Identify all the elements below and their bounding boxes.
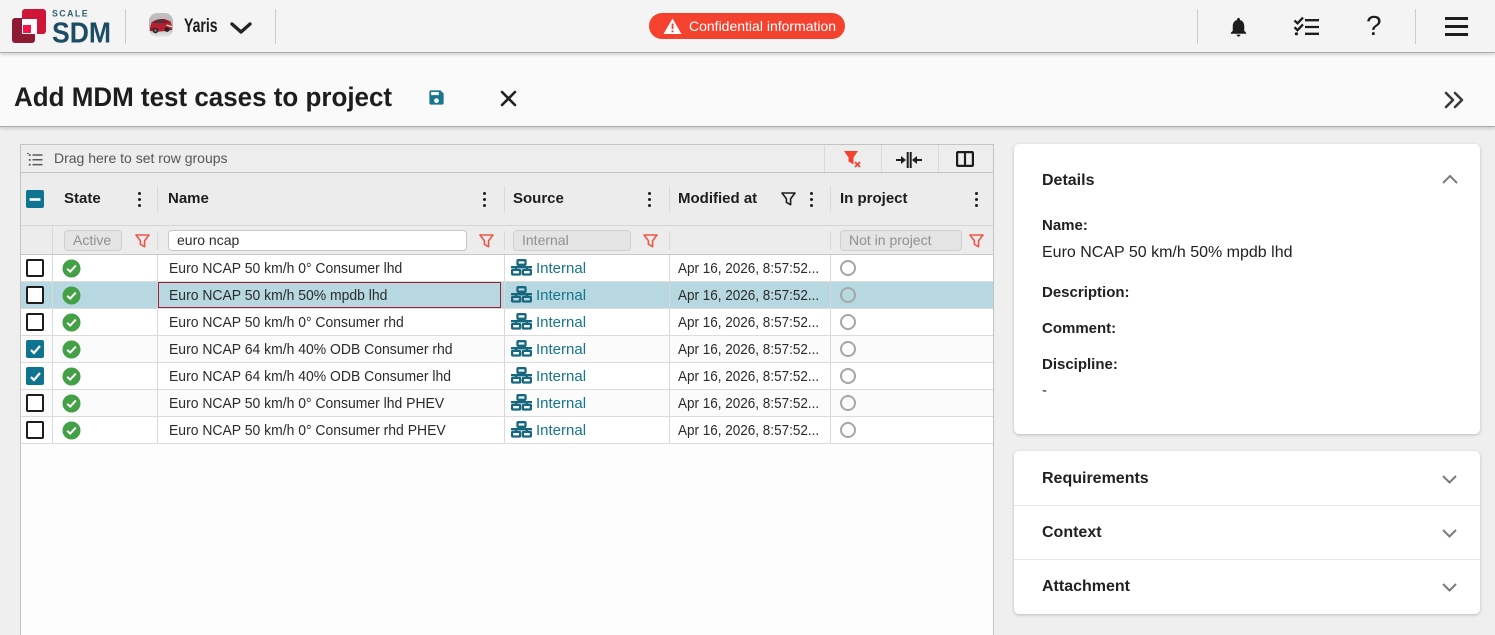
- svg-text:SDM: SDM: [52, 18, 111, 50]
- svg-text:SCALE: SCALE: [52, 9, 89, 20]
